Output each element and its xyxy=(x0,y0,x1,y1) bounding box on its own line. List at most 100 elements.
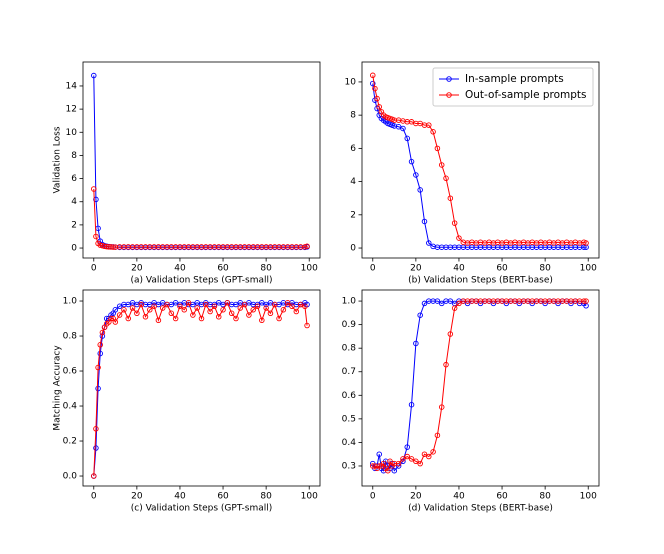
data-point xyxy=(304,322,310,329)
data-point xyxy=(168,310,175,317)
data-point xyxy=(280,307,287,313)
data-point xyxy=(583,298,589,304)
data-point xyxy=(233,315,239,322)
data-point xyxy=(404,135,410,142)
data-point xyxy=(581,298,587,304)
data-point xyxy=(434,145,441,152)
x-axis-label: (a) Validation Steps (GPT-small) xyxy=(130,276,272,286)
data-point xyxy=(400,456,406,462)
series-line xyxy=(93,188,308,248)
data-point xyxy=(95,364,101,371)
data-point xyxy=(413,340,419,347)
data-point xyxy=(376,463,382,469)
data-point xyxy=(134,310,140,317)
x-tick-label: 40 xyxy=(453,264,465,274)
data-point xyxy=(438,162,445,168)
data-point xyxy=(434,298,441,304)
series-line xyxy=(93,301,308,477)
data-point xyxy=(91,186,97,192)
data-point xyxy=(93,196,99,203)
axes-frame xyxy=(361,289,600,487)
data-point xyxy=(447,195,454,201)
x-tick-label: 100 xyxy=(301,492,318,502)
x-tick-label: 0 xyxy=(91,492,97,502)
data-point xyxy=(276,315,282,322)
x-tick-label: 100 xyxy=(301,264,318,274)
y-tick-label: 0 xyxy=(350,244,356,254)
x-tick-label: 60 xyxy=(496,264,508,274)
data-point xyxy=(370,72,376,79)
data-point xyxy=(267,310,274,317)
y-tick-label: 0.4 xyxy=(63,402,78,412)
data-point xyxy=(583,240,589,246)
data-point xyxy=(228,310,235,317)
y-tick-label: 4 xyxy=(71,197,77,207)
legend-label: In-sample prompts xyxy=(465,73,564,85)
data-point xyxy=(404,453,410,460)
data-point xyxy=(241,301,248,308)
y-tick-label: 6 xyxy=(350,144,356,154)
data-point xyxy=(220,307,226,313)
data-point xyxy=(246,312,252,318)
data-point xyxy=(391,467,398,474)
data-point xyxy=(172,315,179,322)
y-axis-label: Matching Accuracy xyxy=(53,345,63,431)
data-point xyxy=(304,243,310,250)
y-tick-label: 6 xyxy=(71,174,77,184)
legend-marker xyxy=(446,76,452,82)
x-tick-label: 80 xyxy=(539,492,551,502)
data-point xyxy=(99,329,106,336)
data-point xyxy=(93,426,99,432)
data-point xyxy=(155,317,162,324)
data-point xyxy=(293,308,300,315)
y-tick-label: 0.4 xyxy=(342,438,357,448)
data-point xyxy=(181,307,188,313)
y-tick-label: 10 xyxy=(66,128,78,138)
data-point xyxy=(413,458,419,465)
data-point xyxy=(215,314,222,320)
data-point xyxy=(108,315,114,322)
y-tick-label: 1.0 xyxy=(63,297,78,307)
data-point xyxy=(417,187,423,193)
data-point xyxy=(302,244,308,250)
x-tick-label: 0 xyxy=(370,264,376,274)
y-tick-label: 4 xyxy=(350,177,356,187)
data-point xyxy=(237,305,244,311)
y-axis-label: Validation Loss xyxy=(53,126,63,193)
x-tick-label: 40 xyxy=(453,492,465,502)
data-point xyxy=(374,95,380,102)
data-point xyxy=(456,300,462,307)
data-point xyxy=(259,317,265,324)
legend-marker xyxy=(446,92,452,98)
data-point xyxy=(413,172,419,178)
x-tick-label: 40 xyxy=(174,492,186,502)
data-point xyxy=(211,303,218,310)
x-axis-label: (b) Validation Steps (BERT-base) xyxy=(408,276,553,286)
data-point xyxy=(408,158,415,165)
series-line xyxy=(372,300,587,472)
data-point xyxy=(138,301,144,308)
data-point xyxy=(370,463,376,469)
data-point xyxy=(400,125,406,132)
x-tick-label: 20 xyxy=(131,264,143,274)
data-point xyxy=(203,301,209,308)
data-point xyxy=(434,432,441,439)
y-tick-label: 0.0 xyxy=(63,472,78,482)
y-tick-label: 12 xyxy=(66,105,77,115)
x-axis-label: (d) Validation Steps (BERT-base) xyxy=(408,504,553,514)
data-point xyxy=(426,240,432,246)
data-point xyxy=(376,451,382,457)
data-point xyxy=(438,404,445,410)
data-point xyxy=(272,301,278,308)
data-point xyxy=(93,445,99,451)
data-point xyxy=(121,307,127,313)
data-point xyxy=(254,303,261,310)
x-tick-label: 100 xyxy=(580,264,597,274)
data-point xyxy=(443,175,449,182)
x-tick-label: 60 xyxy=(496,492,508,502)
y-tick-label: 0.9 xyxy=(342,320,357,330)
x-tick-label: 20 xyxy=(410,492,422,502)
data-point xyxy=(250,307,256,313)
axes-frame xyxy=(82,289,321,487)
data-point xyxy=(404,444,410,450)
